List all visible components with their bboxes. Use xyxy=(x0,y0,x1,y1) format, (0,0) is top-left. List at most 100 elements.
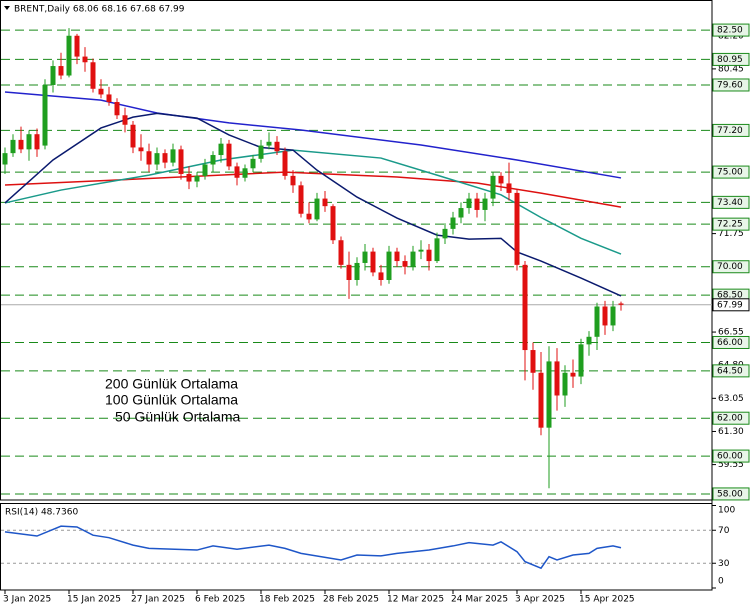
candle-body xyxy=(154,153,160,165)
rsi-y-tick-label: 100 xyxy=(718,506,735,516)
moving-average-line xyxy=(4,171,622,208)
candle-body xyxy=(146,151,152,165)
candle-body xyxy=(506,183,512,193)
candle-body xyxy=(250,158,256,169)
rsi-panel xyxy=(0,503,713,591)
y-tick-label: 71.75 xyxy=(718,229,744,239)
candle-body xyxy=(210,155,216,165)
candle-body xyxy=(490,175,496,199)
rsi-y-tick-label: 70 xyxy=(718,526,730,536)
level-label: 58.00 xyxy=(717,489,743,499)
level-label: 77.20 xyxy=(717,126,743,136)
x-tick-label: 15 Apr 2025 xyxy=(579,595,635,605)
rsi-y-tick-label: 30 xyxy=(718,559,730,569)
level-label: 64.50 xyxy=(717,366,743,376)
level-label: 82.50 xyxy=(717,26,743,36)
candle-body xyxy=(378,272,384,280)
candle-body xyxy=(346,264,352,280)
rsi-y-tick-label: 0 xyxy=(718,577,724,587)
y-tick-label: 66.55 xyxy=(718,328,744,338)
level-label-box xyxy=(712,123,750,137)
level-label-box xyxy=(712,165,750,179)
x-tick-label: 18 Feb 2025 xyxy=(259,595,315,605)
candle-body xyxy=(434,238,440,262)
x-tick-label: 12 Mar 2025 xyxy=(387,595,444,605)
moving-average-line xyxy=(4,91,622,179)
x-tick-label: 3 Apr 2025 xyxy=(515,595,565,605)
candle-body xyxy=(466,198,472,209)
level-label-box xyxy=(712,335,750,349)
candle-body xyxy=(178,149,184,174)
y-tick-label: 80.45 xyxy=(718,64,744,74)
y-tick-label: 61.30 xyxy=(718,427,744,437)
level-label: 62.00 xyxy=(717,414,743,424)
candle-body xyxy=(386,251,392,280)
candle-body xyxy=(18,139,24,150)
level-label: 75.00 xyxy=(717,168,743,178)
candle-body xyxy=(266,141,272,146)
level-label-box xyxy=(712,411,750,425)
y-tick-label: 63.05 xyxy=(718,394,744,404)
candle-body xyxy=(170,149,176,163)
candle-body xyxy=(186,173,192,182)
candle-body xyxy=(354,262,360,280)
candle-body xyxy=(418,249,424,252)
candle-body xyxy=(282,151,288,176)
candle-body xyxy=(426,249,432,262)
level-label-box xyxy=(712,23,750,37)
candle-body xyxy=(114,102,120,116)
candle-body xyxy=(98,88,104,95)
x-tick-label: 27 Jan 2025 xyxy=(131,595,185,605)
candle-body xyxy=(394,251,400,262)
candle-body xyxy=(618,303,624,305)
candle-body xyxy=(42,84,48,146)
level-label: 72.25 xyxy=(717,220,743,230)
level-label-box xyxy=(712,364,750,378)
candle-body xyxy=(522,264,528,351)
candle-body xyxy=(74,35,80,57)
candle-body xyxy=(338,240,344,265)
candle-body xyxy=(122,115,128,125)
candle-body xyxy=(610,306,616,326)
candle-body xyxy=(194,175,200,182)
candle-body xyxy=(322,198,328,207)
candle-body xyxy=(298,185,304,214)
level-label: 60.00 xyxy=(717,452,743,462)
candle-body xyxy=(138,147,144,152)
candle-body xyxy=(370,251,376,273)
level-label: 70.00 xyxy=(717,262,743,272)
level-label-box xyxy=(712,260,750,274)
last-price-label: 67.99 xyxy=(717,300,743,310)
x-tick-label: 6 Feb 2025 xyxy=(195,595,245,605)
candle-body xyxy=(546,361,552,428)
candle-body xyxy=(442,228,448,239)
candle-body xyxy=(10,139,16,154)
candle-body xyxy=(130,124,136,148)
legend-entry: 200 Günlük Ortalama xyxy=(105,376,238,392)
symbol-menu-icon[interactable] xyxy=(4,6,10,10)
candle-body xyxy=(66,35,72,76)
y-tick-label: 59.55 xyxy=(718,460,744,470)
candle-body xyxy=(290,175,296,186)
candle-body xyxy=(234,166,240,178)
level-label-box xyxy=(712,52,750,66)
candle-body xyxy=(34,134,40,150)
candle-body xyxy=(514,192,520,265)
level-label: 79.60 xyxy=(717,80,743,90)
candle-body xyxy=(258,145,264,159)
candle-body xyxy=(202,164,208,176)
candle-body xyxy=(50,66,56,85)
rsi-title: RSI(14) 48.7360 xyxy=(5,508,78,518)
candle-body xyxy=(314,198,320,220)
candle-body xyxy=(458,208,464,218)
x-tick-label: 24 Mar 2025 xyxy=(451,595,508,605)
candle-body xyxy=(570,372,576,377)
candle-body xyxy=(2,153,8,165)
level-label-box xyxy=(712,449,750,463)
x-tick-label: 15 Jan 2025 xyxy=(67,595,121,605)
candle-body xyxy=(362,251,368,263)
chart-title: BRENT,Daily 68.06 68.16 67.68 67.99 xyxy=(14,5,185,15)
candle-body xyxy=(498,175,504,184)
candle-body xyxy=(530,350,536,373)
